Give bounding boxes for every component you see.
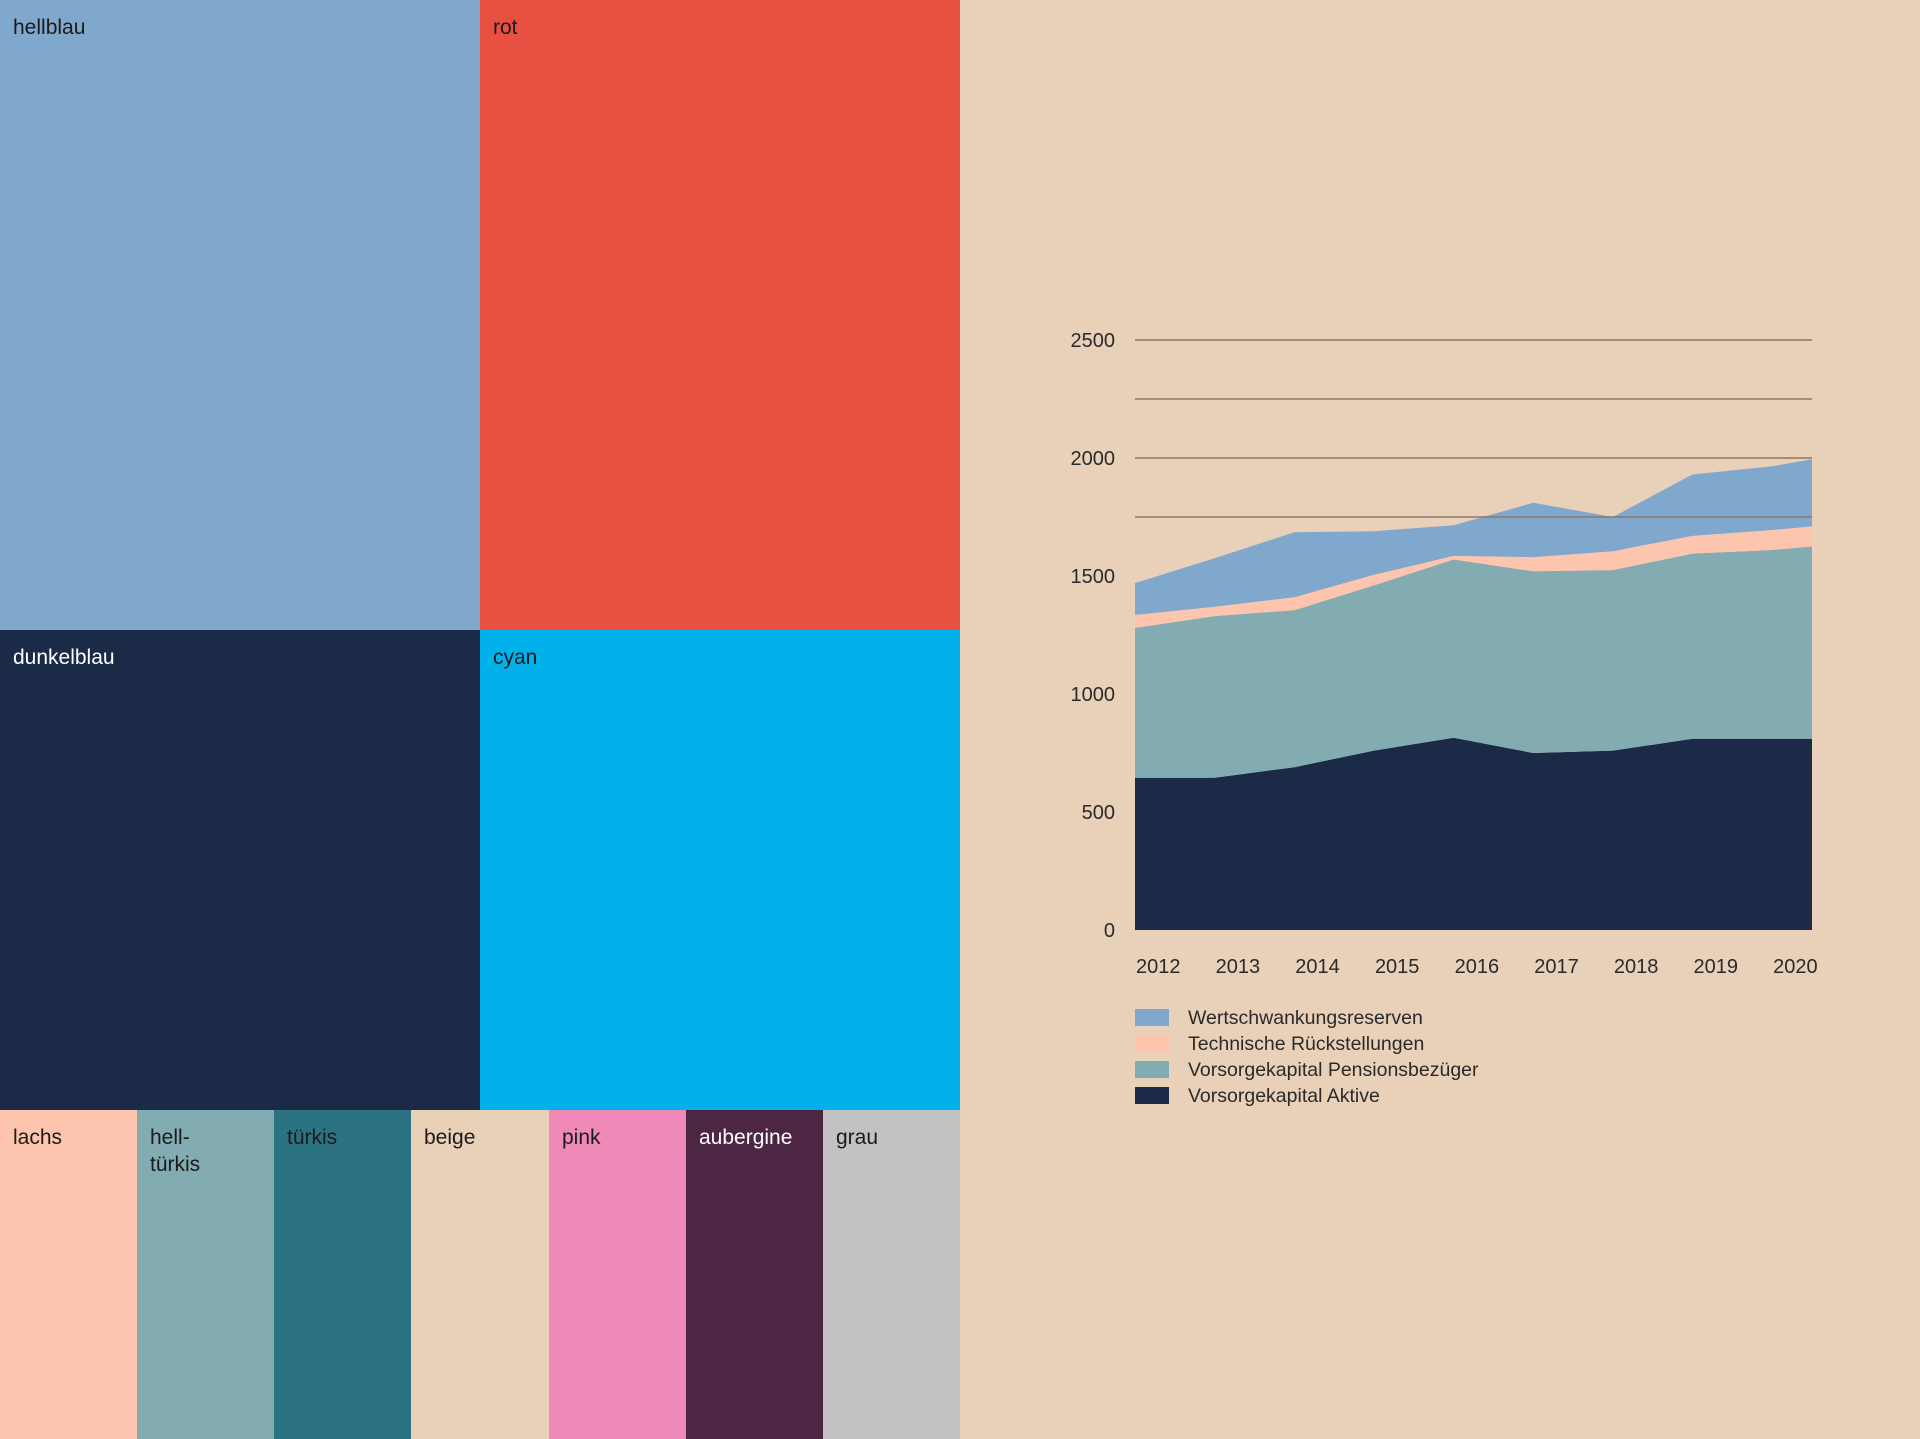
swatch-label: lachs	[13, 1126, 63, 1149]
x-axis-ticks: 2012 2013 2014 2015 2016 2017 2018 2019 2020	[1136, 956, 1818, 978]
legend-swatch	[1135, 1061, 1169, 1078]
legend-label: Technische Rückstellungen	[1188, 1033, 1424, 1055]
swatch-cyan: cyan	[480, 630, 960, 1110]
y-tick-label: 1000	[1071, 684, 1116, 706]
swatch-beige: beige	[411, 1110, 549, 1439]
area-wertschwankungsreserven	[1135, 459, 1812, 615]
swatch-label: hellblau	[13, 16, 86, 39]
swatch-label: dunkelblau	[13, 646, 115, 669]
area-technische-r-ckstellungen	[1135, 526, 1812, 628]
x-tick-label: 2018	[1614, 956, 1659, 978]
area-vorsorgekapital-pensionsbez-ger	[1135, 546, 1812, 778]
swatch-label: cyan	[493, 646, 538, 669]
swatch-label: türkis	[287, 1126, 338, 1149]
y-tick-label: 2500	[1071, 330, 1116, 352]
x-tick-label: 2016	[1455, 956, 1500, 978]
swatch-label: pink	[562, 1126, 601, 1149]
swatch-lachs: lachs	[0, 1110, 137, 1439]
y-tick-label: 1500	[1071, 566, 1116, 588]
chart-legend: Wertschwankungsreserven Technische Rückst…	[1135, 1007, 1479, 1107]
x-tick-label: 2013	[1216, 956, 1261, 978]
legend-swatch	[1135, 1035, 1169, 1052]
legend-swatch	[1135, 1009, 1169, 1026]
swatch-rot: rot	[480, 0, 960, 630]
swatch-label: beige	[424, 1126, 476, 1149]
swatch-aubergine: aubergine	[686, 1110, 823, 1439]
y-tick-label: 2000	[1071, 448, 1116, 470]
swatch-label: grau	[836, 1126, 879, 1149]
y-axis-ticks: 0 500 1000 1500 2000 2500	[1071, 330, 1116, 942]
swatch-label: rot	[493, 16, 518, 39]
swatch-dunkelblau: dunkelblau	[0, 630, 480, 1110]
swatch-label: aubergine	[699, 1126, 793, 1149]
legend-label: Wertschwankungsreserven	[1188, 1007, 1423, 1029]
swatch-tuerkis: türkis	[274, 1110, 411, 1439]
legend-label: Vorsorgekapital Pensionsbezüger	[1188, 1059, 1479, 1081]
swatch-hellblau: hellblau	[0, 0, 480, 630]
x-tick-label: 2014	[1295, 956, 1340, 978]
x-tick-label: 2012	[1136, 956, 1181, 978]
x-tick-label: 2015	[1375, 956, 1420, 978]
y-tick-label: 0	[1104, 920, 1115, 942]
x-tick-label: 2020	[1773, 956, 1818, 978]
swatch-label: hell- türkis	[150, 1126, 201, 1176]
legend-label: Vorsorgekapital Aktive	[1188, 1085, 1380, 1107]
chart-areas	[1135, 459, 1812, 930]
chart-gridlines	[1135, 339, 1812, 518]
x-tick-label: 2019	[1694, 956, 1739, 978]
swatch-hell-tuerkis: hell- türkis	[137, 1110, 274, 1439]
swatch-pink: pink	[549, 1110, 686, 1439]
x-tick-label: 2017	[1534, 956, 1579, 978]
swatch-grau: grau	[823, 1110, 960, 1439]
y-tick-label: 500	[1082, 802, 1115, 824]
legend-swatch	[1135, 1087, 1169, 1104]
area-vorsorgekapital-aktive	[1135, 737, 1812, 930]
